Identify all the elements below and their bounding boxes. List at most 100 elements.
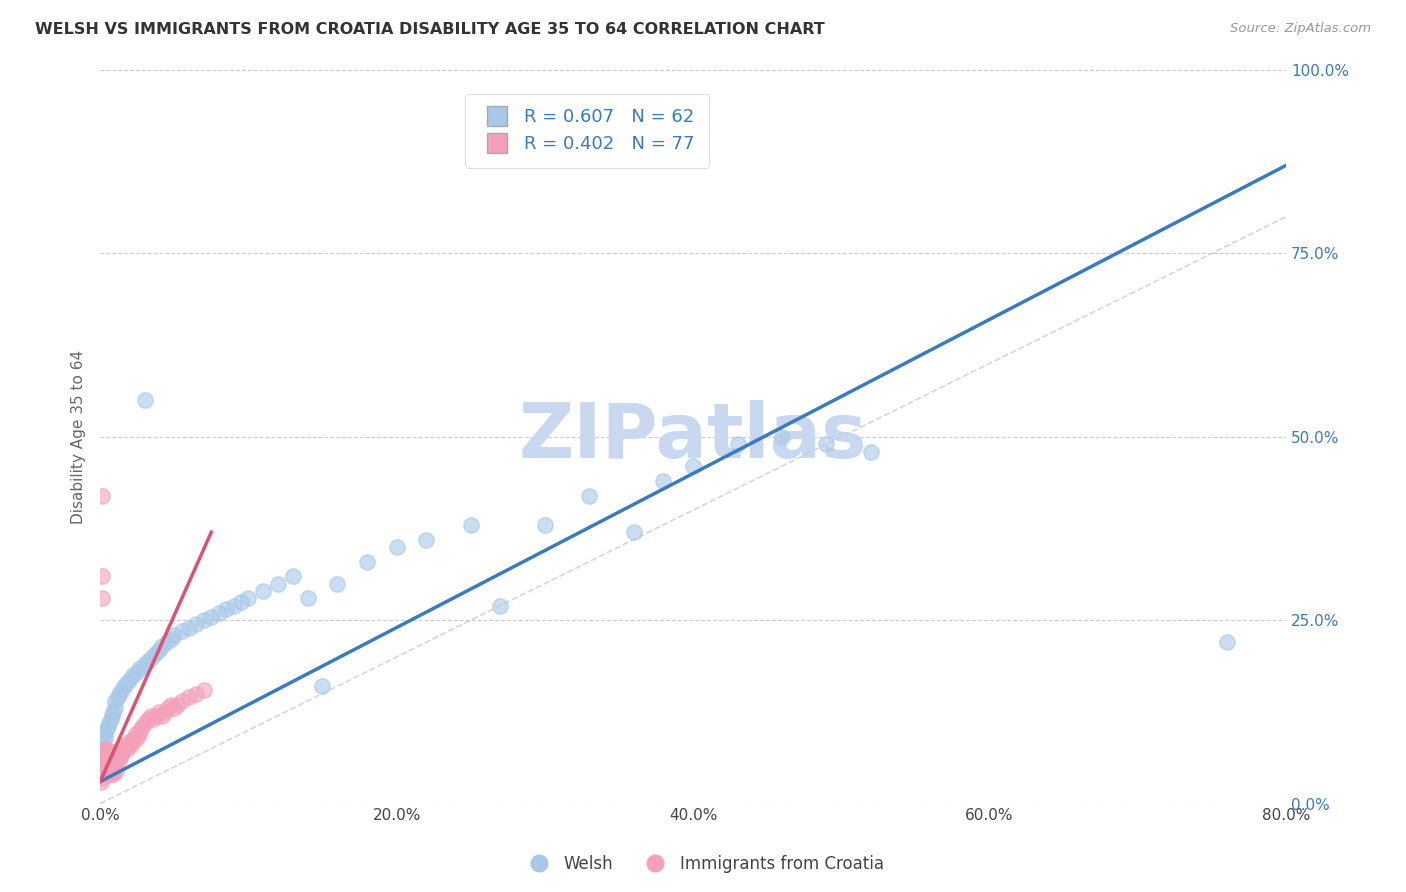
Point bbox=[460, 517, 482, 532]
Point bbox=[125, 727, 148, 741]
Point bbox=[163, 628, 186, 642]
Point bbox=[208, 606, 231, 620]
Point bbox=[105, 764, 128, 778]
Point bbox=[100, 712, 122, 726]
Y-axis label: Disability Age 35 to 64: Disability Age 35 to 64 bbox=[72, 350, 86, 524]
Point bbox=[145, 646, 167, 660]
Point bbox=[120, 738, 142, 752]
Point bbox=[160, 632, 183, 646]
Point bbox=[127, 731, 149, 745]
Point bbox=[90, 738, 112, 752]
Point bbox=[98, 748, 121, 763]
Point bbox=[385, 540, 408, 554]
Point bbox=[90, 756, 112, 771]
Point bbox=[108, 753, 131, 767]
Point bbox=[326, 576, 349, 591]
Point bbox=[110, 748, 132, 763]
Point bbox=[96, 720, 118, 734]
Point bbox=[101, 764, 124, 778]
Point bbox=[489, 599, 512, 613]
Point bbox=[104, 753, 127, 767]
Point bbox=[170, 624, 193, 639]
Point bbox=[170, 694, 193, 708]
Point bbox=[815, 437, 838, 451]
Point bbox=[90, 760, 112, 774]
Point bbox=[93, 731, 115, 745]
Point bbox=[101, 748, 124, 763]
Legend: R = 0.607   N = 62, R = 0.402   N = 77: R = 0.607 N = 62, R = 0.402 N = 77 bbox=[465, 94, 710, 168]
Point bbox=[160, 698, 183, 712]
Point bbox=[166, 698, 188, 712]
Point bbox=[91, 741, 114, 756]
Point bbox=[311, 679, 333, 693]
Point bbox=[115, 741, 138, 756]
Point bbox=[93, 753, 115, 767]
Point bbox=[121, 734, 143, 748]
Point bbox=[90, 748, 112, 763]
Point bbox=[90, 489, 112, 503]
Point bbox=[90, 591, 112, 606]
Point bbox=[129, 661, 152, 675]
Point bbox=[186, 687, 208, 701]
Point bbox=[107, 690, 129, 705]
Point bbox=[117, 738, 139, 752]
Point bbox=[200, 609, 222, 624]
Point bbox=[91, 756, 114, 771]
Point bbox=[267, 576, 290, 591]
Point bbox=[156, 635, 179, 649]
Point bbox=[94, 741, 117, 756]
Point bbox=[297, 591, 319, 606]
Point bbox=[91, 748, 114, 763]
Point bbox=[104, 701, 127, 715]
Point bbox=[150, 708, 173, 723]
Point bbox=[104, 694, 127, 708]
Point bbox=[90, 767, 112, 781]
Point bbox=[94, 748, 117, 763]
Text: WELSH VS IMMIGRANTS FROM CROATIA DISABILITY AGE 35 TO 64 CORRELATION CHART: WELSH VS IMMIGRANTS FROM CROATIA DISABIL… bbox=[35, 22, 825, 37]
Point bbox=[93, 727, 115, 741]
Point bbox=[100, 745, 122, 759]
Point bbox=[98, 715, 121, 730]
Point bbox=[177, 690, 200, 705]
Point bbox=[107, 748, 129, 763]
Point bbox=[103, 760, 125, 774]
Point bbox=[578, 489, 600, 503]
Point bbox=[215, 602, 238, 616]
Point bbox=[150, 639, 173, 653]
Point bbox=[155, 705, 177, 719]
Point bbox=[727, 437, 749, 451]
Point bbox=[148, 705, 170, 719]
Point bbox=[91, 734, 114, 748]
Point bbox=[682, 459, 704, 474]
Point bbox=[98, 764, 121, 778]
Point bbox=[90, 774, 112, 789]
Point bbox=[115, 675, 138, 690]
Point bbox=[93, 760, 115, 774]
Point bbox=[193, 682, 215, 697]
Point bbox=[134, 657, 156, 672]
Point bbox=[108, 687, 131, 701]
Text: ZIPatlas: ZIPatlas bbox=[519, 400, 868, 474]
Point bbox=[1215, 635, 1237, 649]
Point bbox=[136, 712, 159, 726]
Point bbox=[96, 760, 118, 774]
Point bbox=[114, 738, 136, 752]
Point bbox=[90, 745, 112, 759]
Point bbox=[101, 708, 124, 723]
Point bbox=[145, 708, 167, 723]
Point bbox=[229, 595, 252, 609]
Point bbox=[139, 708, 162, 723]
Point bbox=[859, 444, 882, 458]
Point bbox=[90, 764, 112, 778]
Point bbox=[91, 764, 114, 778]
Point bbox=[94, 723, 117, 738]
Point bbox=[100, 767, 122, 781]
Text: Source: ZipAtlas.com: Source: ZipAtlas.com bbox=[1230, 22, 1371, 36]
Point bbox=[96, 753, 118, 767]
Point bbox=[98, 756, 121, 771]
Point bbox=[93, 745, 115, 759]
Point bbox=[136, 654, 159, 668]
Point bbox=[127, 665, 149, 679]
Point bbox=[112, 741, 135, 756]
Point bbox=[193, 613, 215, 627]
